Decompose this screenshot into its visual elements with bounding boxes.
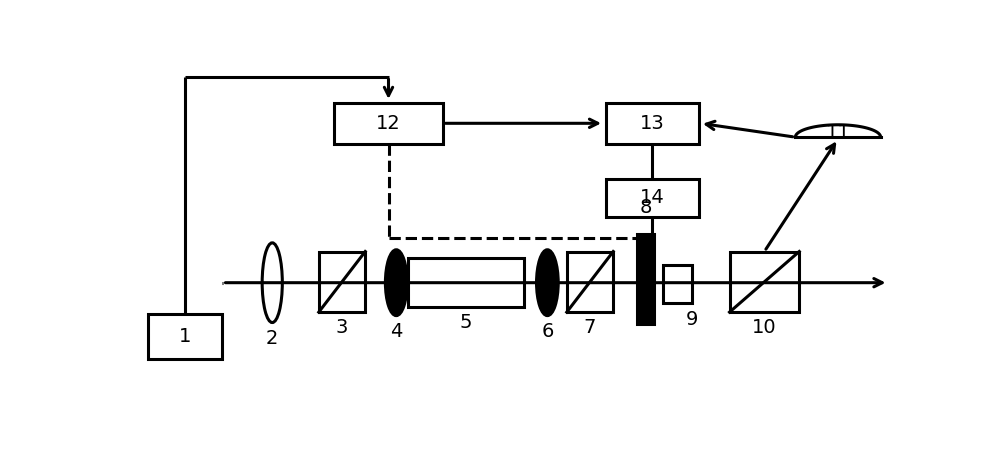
Text: 1: 1 (179, 327, 191, 346)
Text: 2: 2 (266, 328, 278, 348)
Text: 14: 14 (640, 188, 664, 207)
Text: 4: 4 (390, 322, 402, 341)
Bar (567, 252, 613, 312)
Bar (730, 252, 799, 312)
Bar (663, 266, 692, 303)
Text: 6: 6 (541, 322, 554, 341)
Text: 12: 12 (376, 114, 401, 133)
Text: 13: 13 (640, 114, 664, 133)
Bar (334, 103, 443, 144)
Bar (148, 314, 222, 359)
Ellipse shape (385, 250, 407, 315)
Text: 10: 10 (752, 318, 777, 337)
Bar (637, 234, 654, 324)
Text: 8: 8 (640, 198, 652, 217)
Bar (319, 252, 365, 312)
Text: 8: 8 (640, 328, 652, 347)
Text: 3: 3 (336, 318, 348, 337)
Ellipse shape (537, 250, 558, 315)
Text: 9: 9 (685, 310, 698, 328)
Text: 11: 11 (826, 123, 850, 142)
Bar (606, 103, 698, 144)
Bar (606, 179, 698, 217)
Text: 9: 9 (0, 449, 1, 450)
Ellipse shape (262, 243, 282, 323)
Text: 5: 5 (460, 313, 472, 332)
Text: 5: 5 (0, 449, 1, 450)
Text: 7: 7 (584, 318, 596, 337)
Bar (408, 258, 524, 307)
